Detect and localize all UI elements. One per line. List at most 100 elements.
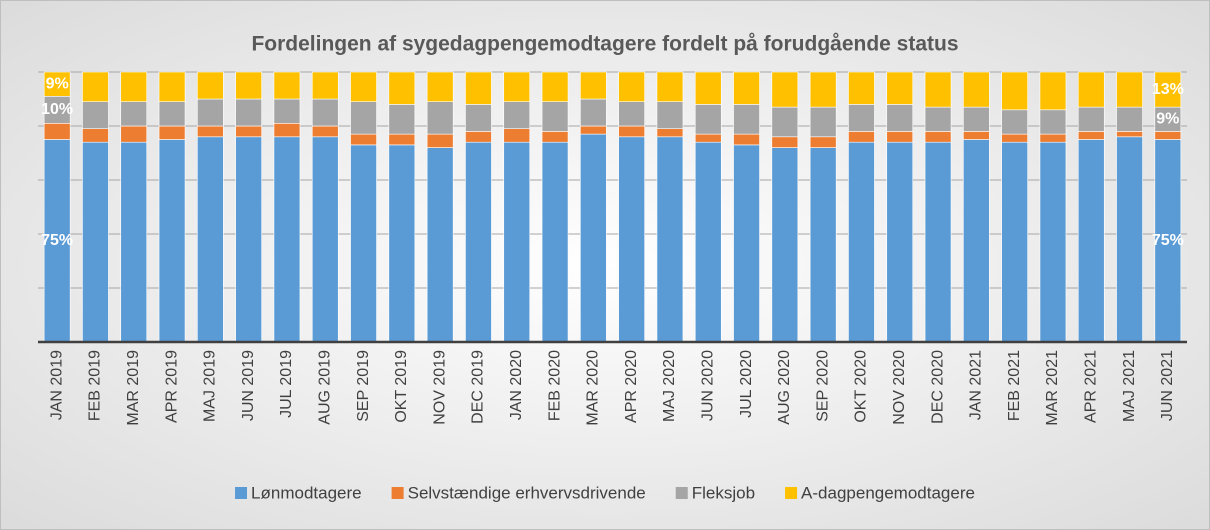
bar-segment — [809, 106, 837, 138]
bar-segment — [848, 141, 875, 343]
chart-title: Fordelingen af sygedagpengemodtagere for… — [251, 33, 958, 56]
bar-segment — [311, 98, 339, 127]
legend-swatch — [235, 487, 248, 499]
x-tick-label: DEC 2019 — [470, 350, 487, 424]
legend-swatch — [675, 487, 688, 499]
x-tick-label: SEP 2019 — [355, 350, 372, 422]
legend-label: A-dagpengemodtagere — [801, 483, 975, 502]
bar-segment — [656, 136, 684, 343]
bar-segment — [311, 136, 339, 343]
bar-segment — [809, 71, 837, 108]
bar-segment — [1154, 71, 1182, 108]
bar-segment — [43, 96, 71, 124]
bar-segment — [158, 101, 186, 127]
bar-segment — [197, 136, 224, 343]
bar-segment — [465, 71, 492, 105]
bar-segment — [43, 123, 71, 140]
bar-segment — [656, 71, 684, 103]
x-tick-label: AUG 2019 — [316, 350, 333, 425]
bar-segment — [388, 133, 416, 146]
x-tick-label: OKT 2020 — [853, 350, 870, 423]
bar-segment — [963, 131, 990, 140]
bar-segment — [1116, 106, 1143, 132]
bar-segment — [350, 133, 377, 146]
bar-segment — [426, 133, 454, 148]
bar-segment — [618, 101, 645, 127]
legend: Lønmodtagere Selvstændige erhvervsdrivend… — [235, 483, 975, 502]
bar-segment — [1116, 71, 1143, 108]
bar-segment — [618, 71, 645, 103]
bar-segment — [694, 71, 722, 105]
bar-segment — [273, 98, 301, 124]
legend-item: Selvstændige erhvervsdrivende — [391, 483, 646, 502]
bar-segment — [1001, 141, 1028, 343]
bar-segment — [963, 139, 990, 343]
bar-segment — [273, 71, 301, 100]
bar-segment — [1001, 133, 1028, 143]
legend-item: Fleksjob — [675, 483, 755, 502]
data-label: 13% — [1152, 81, 1184, 98]
bar-segment — [924, 141, 952, 343]
bar-segment — [350, 71, 377, 103]
x-tick-label: MAJ 2021 — [1121, 350, 1138, 422]
legend-label: Lønmodtagere — [251, 483, 362, 502]
bar-segment — [656, 128, 684, 138]
bar-segment — [580, 98, 607, 127]
legend-item: A-dagpengemodtagere — [785, 483, 975, 502]
bar-segment — [541, 141, 569, 343]
bar-segment — [158, 125, 186, 140]
bar-segment — [197, 125, 224, 138]
bar-segment — [886, 71, 914, 105]
data-label: 9% — [46, 75, 69, 92]
bar-segment — [541, 101, 569, 132]
bar-segment — [82, 71, 109, 103]
x-tick-label: APR 2021 — [1082, 350, 1099, 423]
bar-segment — [656, 101, 684, 129]
bar-segment — [465, 131, 492, 143]
bar-segment — [848, 104, 875, 132]
bar-segment — [580, 71, 607, 100]
bar-segment — [1001, 71, 1028, 111]
bar-segment — [886, 141, 914, 343]
bar-segment — [1154, 131, 1182, 140]
x-tick-label: DEC 2020 — [929, 350, 946, 424]
bar-segment — [886, 131, 914, 143]
bar-segment — [503, 141, 531, 343]
bar-segment — [465, 141, 492, 343]
x-tick-label: APR 2020 — [623, 350, 640, 423]
bar-segment — [733, 133, 760, 146]
x-tick-label: JUN 2020 — [699, 350, 716, 421]
bar-segment — [733, 144, 760, 343]
bar-segment — [311, 71, 339, 100]
bar-segment — [809, 136, 837, 148]
bar-segment — [694, 104, 722, 135]
legend-swatch — [391, 487, 404, 499]
bar-segment — [273, 123, 301, 138]
bar-segment — [503, 71, 531, 103]
bar-segment — [120, 125, 148, 143]
x-tick-label: MAJ 2019 — [202, 350, 219, 422]
bar-segment — [503, 128, 531, 143]
data-label: 75% — [41, 232, 73, 249]
legend-label: Fleksjob — [692, 483, 755, 502]
bar-segment — [82, 101, 109, 129]
x-tick-label: JUL 2019 — [278, 350, 295, 418]
bar-segment — [1077, 131, 1105, 140]
bar-segment — [771, 71, 799, 108]
x-tick-label: NOV 2019 — [431, 350, 448, 425]
bar-segment — [1154, 106, 1182, 132]
bar-segment — [848, 71, 875, 105]
bar-segment — [426, 71, 454, 103]
bar-segment — [580, 125, 607, 135]
x-tick-label: MAR 2020 — [585, 350, 602, 426]
bar-segment — [82, 128, 109, 143]
bar-segment — [235, 136, 262, 343]
bar-segment — [1077, 106, 1105, 132]
bar-segment — [43, 71, 71, 97]
bar-segment — [503, 101, 531, 129]
bar-segment — [733, 104, 760, 135]
bar-segment — [1116, 131, 1143, 138]
x-tick-label: MAJ 2020 — [661, 350, 678, 422]
bar-segment — [541, 131, 569, 143]
bar-segment — [1039, 141, 1067, 343]
